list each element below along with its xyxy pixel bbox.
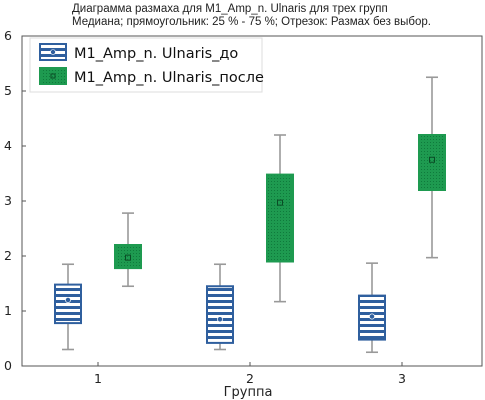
y-tick-label: 5 [4,83,12,98]
median-marker [429,156,435,163]
box-after-3 [418,76,446,259]
legend-box [29,37,263,93]
box-before-2 [206,263,234,351]
median-marker [277,199,283,206]
box-before-3 [358,262,386,354]
y-tick-label: 2 [4,248,12,263]
legend-marker-before [50,49,56,55]
median-marker [217,316,223,323]
y-tick-label: 3 [4,193,12,208]
iqr-box [114,244,142,270]
box-before-1 [54,263,82,351]
iqr-box [54,283,82,325]
x-tick-label: 1 [94,371,102,386]
legend: M1_Amp_n. Ulnaris_до M1_Amp_n. Ulnaris_п… [29,37,264,93]
median-marker [369,313,375,320]
x-tick-label: 3 [398,371,406,386]
x-tick-label: 2 [246,371,254,386]
chart-subtitle: Медиана; прямоугольник: 25 % - 75 %; Отр… [72,16,431,28]
box-series [54,76,446,354]
median-marker [65,297,71,303]
y-axis: 0 1 2 3 4 5 6 [4,28,26,373]
y-tick-label: 1 [4,303,12,318]
legend-marker-after [50,73,56,79]
median-marker [125,254,131,261]
box-after-2 [266,134,294,303]
x-axis-label: Группа [224,385,273,400]
legend-item-before: M1_Amp_n. Ulnaris_до [39,43,238,62]
legend-item-after: M1_Amp_n. Ulnaris_после [39,67,264,86]
legend-swatch-after [39,67,67,85]
y-tick-label: 6 [4,28,12,43]
legend-label-after: M1_Amp_n. Ulnaris_после [74,70,264,86]
y-tick-label: 0 [4,358,12,373]
chart-title: Диаграмма размаха для M1_Amp_n. Ulnaris … [72,3,388,15]
iqr-box [206,285,234,344]
box-after-1 [114,212,142,288]
x-axis: 1 2 3 [94,362,406,386]
legend-label-before: M1_Amp_n. Ulnaris_до [74,46,238,62]
y-tick-label: 4 [4,138,12,153]
iqr-box [266,173,294,263]
